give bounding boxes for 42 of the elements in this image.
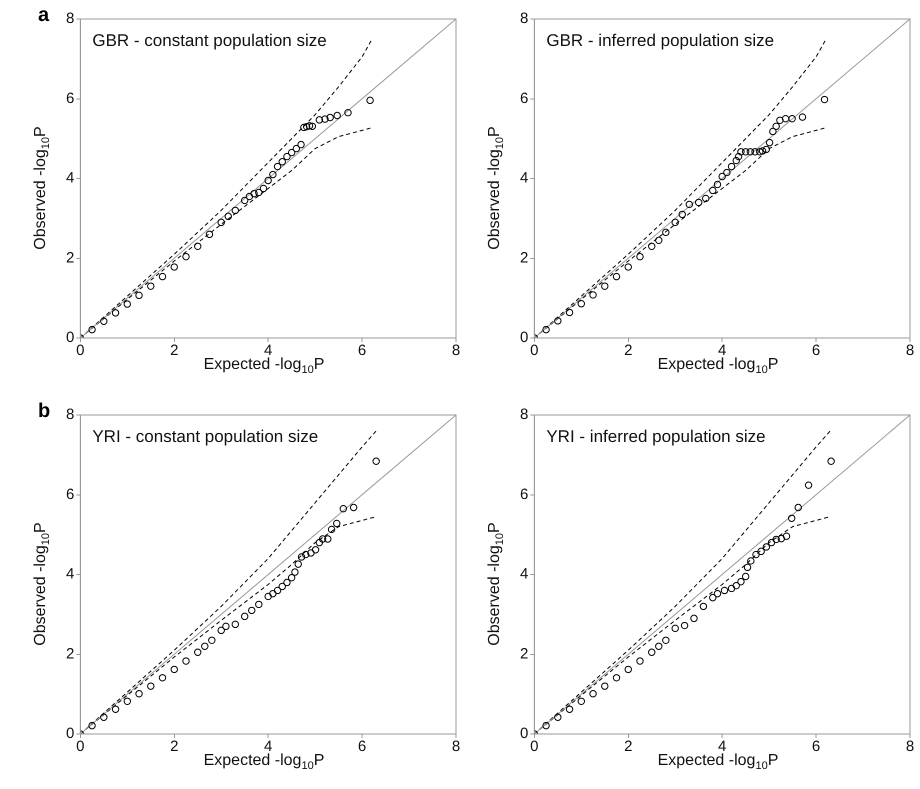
y-tick-label: 8: [66, 10, 74, 28]
x-axis-title: Expected -log$_{10}$P: [658, 356, 778, 376]
y-tick-label: 0: [520, 329, 528, 346]
text: a: [38, 4, 50, 27]
x-tick-label: 8: [906, 738, 914, 756]
y-tick-label: 6: [66, 486, 74, 503]
x-tick-label: 6: [358, 342, 366, 360]
x-tick-label: 8: [452, 342, 460, 360]
y-tick-label: 2: [520, 645, 528, 662]
y-tick-label: 0: [66, 329, 74, 346]
y-tick-label: 6: [66, 90, 74, 107]
y-tick-label: 4: [520, 566, 528, 583]
text: GBR - inferred population size: [546, 31, 774, 50]
x-tick-label: 6: [358, 738, 366, 756]
text: b: [38, 400, 50, 423]
y-tick-label: 0: [520, 725, 528, 742]
text: YRI - inferred population size: [546, 427, 766, 446]
y-tick-label: 8: [520, 10, 528, 28]
x-axis-title: Expected -log$_{10}$P: [204, 356, 324, 376]
y-tick-label: 2: [66, 249, 74, 266]
y-tick-label: 0: [66, 725, 74, 742]
x-tick-label: 2: [624, 738, 632, 756]
x-tick-label: 8: [452, 738, 460, 756]
y-tick-label: 4: [520, 170, 528, 187]
y-tick-label: 4: [66, 170, 74, 187]
x-axis-title: Expected -log$_{10}$P: [658, 752, 778, 772]
y-tick-label: 8: [66, 406, 74, 424]
x-tick-label: 6: [812, 342, 820, 360]
text: GBR - constant population size: [92, 31, 327, 50]
x-tick-label: 6: [812, 738, 820, 756]
x-axis-title: Expected -log$_{10}$P: [204, 752, 324, 772]
y-tick-label: 2: [520, 249, 528, 266]
y-tick-label: 6: [520, 90, 528, 107]
y-tick-label: 4: [66, 566, 74, 583]
text: YRI - constant population size: [92, 427, 318, 446]
x-tick-label: 8: [906, 342, 914, 360]
x-tick-label: 2: [624, 342, 632, 360]
y-tick-label: 2: [66, 645, 74, 662]
x-tick-label: 2: [170, 738, 178, 756]
y-tick-label: 6: [520, 486, 528, 503]
y-tick-label: 8: [520, 406, 528, 424]
x-tick-label: 2: [170, 342, 178, 360]
